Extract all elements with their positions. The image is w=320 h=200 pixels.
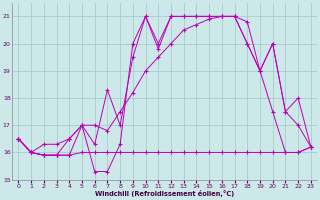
- X-axis label: Windchill (Refroidissement éolien,°C): Windchill (Refroidissement éolien,°C): [95, 190, 234, 197]
